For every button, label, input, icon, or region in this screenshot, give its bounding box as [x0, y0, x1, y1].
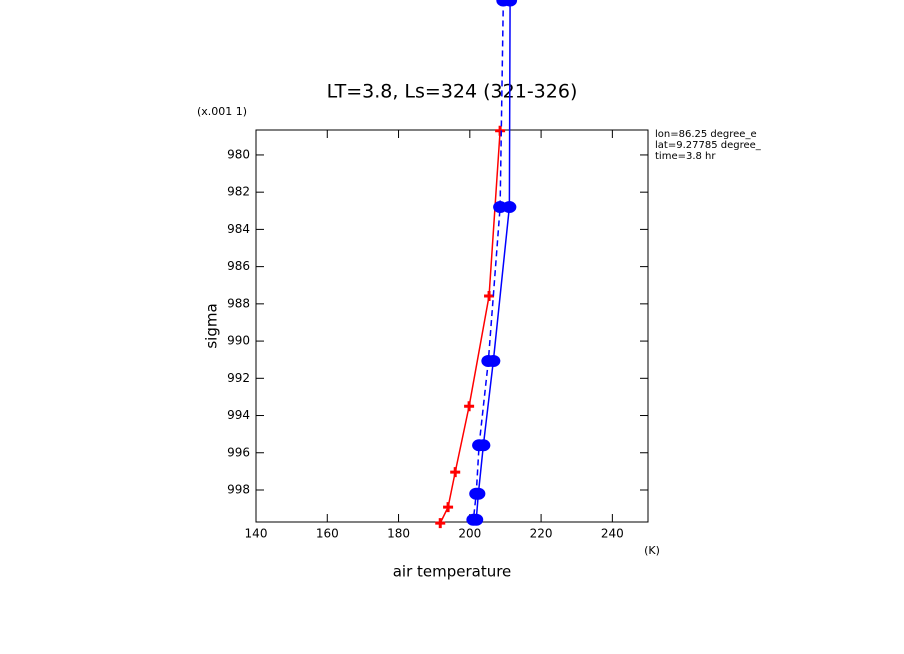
- point: [443, 502, 454, 513]
- y-tick-label: 998: [227, 482, 250, 496]
- x-tick-label: 160: [316, 527, 339, 541]
- y-tick-label: 982: [227, 185, 250, 199]
- x-tick-label: 240: [601, 527, 624, 541]
- point: [495, 125, 506, 136]
- y-tick-label: 984: [227, 222, 250, 236]
- y-tick-label: 986: [227, 259, 250, 273]
- point: [472, 439, 487, 452]
- point: [484, 291, 495, 302]
- series-line: [439, 130, 501, 524]
- x-tick-label: 220: [530, 527, 553, 541]
- point: [464, 401, 475, 412]
- annotation: lon=86.25 degree_e: [655, 129, 757, 140]
- series-line: [472, 0, 505, 520]
- y-scale-note: (x.001 1): [197, 105, 247, 118]
- point: [493, 201, 508, 214]
- plot-frame: [255, 129, 649, 523]
- y-tick-label: 994: [227, 408, 250, 422]
- annotation: time=3.8 hr: [655, 151, 716, 162]
- x-tick-label: 180: [387, 527, 410, 541]
- annotation: lat=9.27785 degree_: [655, 140, 762, 151]
- y-tick-label: 990: [227, 334, 250, 348]
- y-tick-label: 992: [227, 371, 250, 385]
- x-axis-label: air temperature: [393, 563, 512, 581]
- y-axis-label: sigma: [203, 303, 221, 348]
- point: [496, 0, 511, 7]
- x-tick-label: 140: [245, 527, 268, 541]
- point: [450, 467, 461, 478]
- point: [481, 354, 496, 367]
- y-tick-label: 980: [227, 147, 250, 161]
- x-tick-label: 200: [458, 527, 481, 541]
- y-tick-label: 988: [227, 296, 250, 310]
- point: [466, 513, 481, 526]
- y-tick-label: 996: [227, 445, 250, 459]
- x-unit: (K): [644, 544, 660, 557]
- point: [469, 487, 484, 500]
- point: [435, 518, 446, 529]
- chart-title: LT=3.8, Ls=324 (321-326): [327, 81, 578, 103]
